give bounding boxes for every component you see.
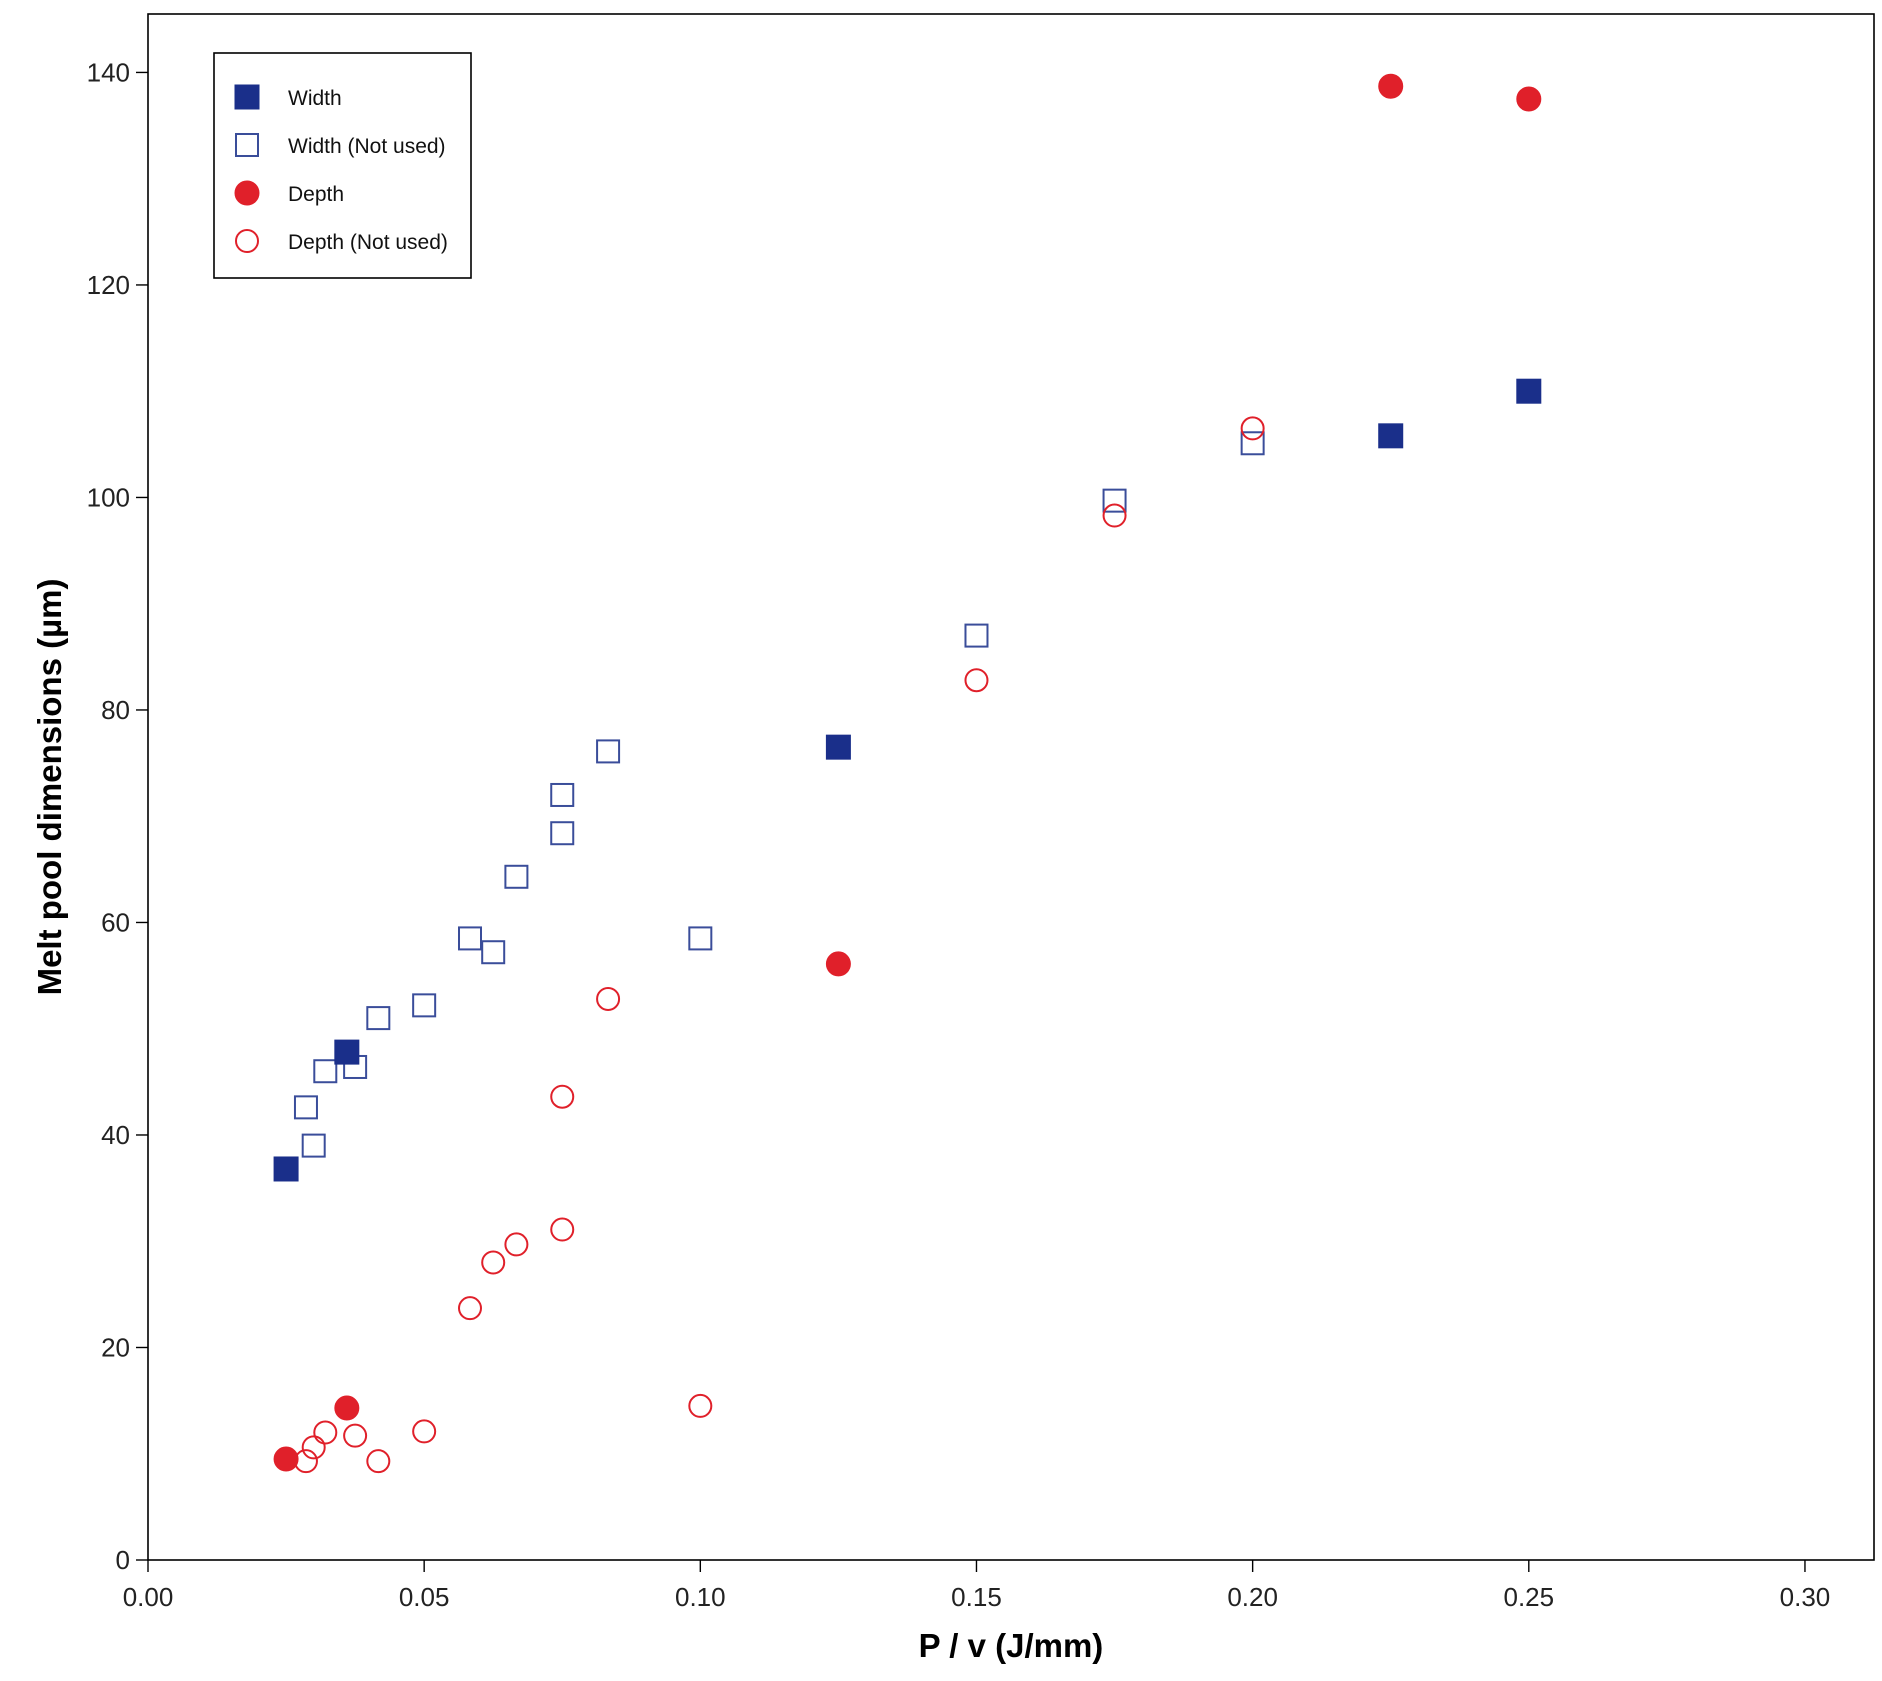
hollow-square-point: [1240, 431, 1265, 456]
filled-circle-point: [1516, 86, 1542, 112]
legend-label: Width (Not used): [288, 135, 446, 158]
hollow-circle-point: [550, 1217, 575, 1242]
hollow-circle-point: [1102, 503, 1127, 528]
filled-circle-point: [334, 1395, 360, 1421]
y-tick-label: 80: [101, 695, 130, 725]
y-tick-label: 60: [101, 907, 130, 937]
hollow-square-point: [596, 739, 621, 764]
filled-circle-point: [825, 951, 851, 977]
hollow-circle-point: [550, 1084, 575, 1109]
legend-label: Width: [288, 87, 342, 110]
y-tick-label: 100: [87, 482, 130, 512]
hollow-circle-point: [343, 1423, 368, 1448]
legend-marker-square-filled: [234, 84, 260, 110]
hollow-square-point: [313, 1059, 338, 1084]
hollow-square-point: [366, 1006, 391, 1031]
filled-circle-point: [1378, 73, 1404, 99]
series-square-hollow: [293, 431, 1265, 1158]
y-tick-label: 20: [101, 1332, 130, 1362]
y-axis-ticks: 0 20 40 60 80 100 120 140: [87, 57, 148, 1575]
hollow-square-point: [504, 864, 529, 889]
data-points: [273, 73, 1542, 1474]
x-tick-label: 0.30: [1780, 1582, 1831, 1612]
legend-marker-square-hollow: [235, 133, 259, 157]
legend-marker-circle-hollow: [235, 229, 259, 253]
filled-square-point: [273, 1156, 299, 1182]
hollow-circle-point: [504, 1232, 529, 1257]
hollow-square-point: [550, 821, 575, 846]
hollow-circle-point: [1240, 416, 1265, 441]
legend: Width Width (Not used) Depth Depth (Not use…: [213, 52, 472, 279]
hollow-circle-point: [481, 1250, 506, 1275]
hollow-circle-point: [313, 1420, 338, 1445]
hollow-square-point: [964, 623, 989, 648]
hollow-square-point: [412, 993, 437, 1018]
hollow-circle-point: [412, 1419, 437, 1444]
hollow-circle-point: [596, 986, 621, 1011]
y-tick-label: 120: [87, 270, 130, 300]
filled-square-point: [334, 1039, 360, 1065]
hollow-square-point: [481, 940, 506, 965]
x-tick-label: 0.05: [399, 1582, 450, 1612]
x-tick-label: 0.00: [123, 1582, 174, 1612]
legend-marker-circle-filled: [234, 180, 260, 206]
legend-label: Depth: [288, 183, 344, 206]
plot-frame: [147, 13, 1875, 1561]
series-circle-hollow: [293, 416, 1265, 1474]
hollow-circle-point: [688, 1393, 713, 1418]
hollow-square-point: [550, 782, 575, 807]
x-tick-label: 0.25: [1503, 1582, 1554, 1612]
hollow-circle-point: [366, 1449, 391, 1474]
hollow-square-point: [301, 1133, 326, 1158]
y-tick-label: 140: [87, 57, 130, 87]
x-tick-label: 0.20: [1227, 1582, 1278, 1612]
filled-circle-point: [273, 1446, 299, 1472]
x-axis-ticks: 0.00 0.05 0.10 0.15 0.20 0.25 0.30: [123, 1560, 1831, 1612]
hollow-square-point: [688, 926, 713, 951]
x-axis-label: P / v (J/mm): [919, 1627, 1104, 1664]
legend-label: Depth (Not used): [288, 231, 448, 254]
x-tick-label: 0.10: [675, 1582, 726, 1612]
hollow-square-point: [1102, 488, 1127, 513]
hollow-circle-point: [458, 1296, 483, 1321]
y-tick-label: 40: [101, 1120, 130, 1150]
filled-square-point: [1516, 378, 1542, 404]
hollow-square-point: [293, 1095, 318, 1120]
series-square-filled: [273, 378, 1542, 1182]
hollow-square-point: [458, 926, 483, 951]
filled-square-point: [825, 734, 851, 760]
x-tick-label: 0.15: [951, 1582, 1002, 1612]
hollow-circle-point: [301, 1435, 326, 1460]
series-circle-filled: [273, 73, 1542, 1472]
filled-square-point: [1378, 423, 1404, 449]
hollow-circle-point: [964, 668, 989, 693]
y-tick-label: 0: [116, 1545, 130, 1575]
y-axis-label: Melt pool dimensions (µm): [31, 579, 68, 996]
